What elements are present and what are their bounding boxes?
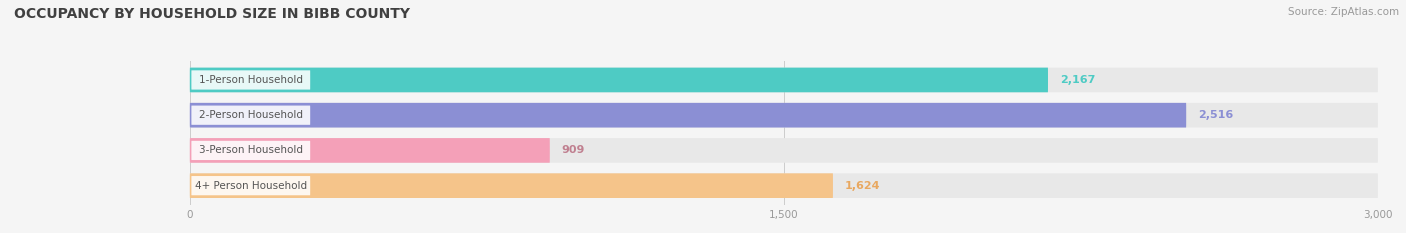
FancyBboxPatch shape (190, 173, 832, 198)
Text: Source: ZipAtlas.com: Source: ZipAtlas.com (1288, 7, 1399, 17)
FancyBboxPatch shape (190, 103, 1187, 127)
Text: 2,516: 2,516 (1198, 110, 1233, 120)
Text: OCCUPANCY BY HOUSEHOLD SIZE IN BIBB COUNTY: OCCUPANCY BY HOUSEHOLD SIZE IN BIBB COUN… (14, 7, 411, 21)
Text: 2-Person Household: 2-Person Household (198, 110, 302, 120)
Text: 3-Person Household: 3-Person Household (198, 145, 302, 155)
Text: 909: 909 (561, 145, 585, 155)
Text: 4+ Person Household: 4+ Person Household (195, 181, 307, 191)
Text: 1-Person Household: 1-Person Household (198, 75, 302, 85)
FancyBboxPatch shape (191, 176, 311, 195)
FancyBboxPatch shape (190, 138, 1378, 163)
FancyBboxPatch shape (191, 106, 311, 125)
Text: 1,624: 1,624 (845, 181, 880, 191)
FancyBboxPatch shape (191, 70, 311, 89)
FancyBboxPatch shape (191, 141, 311, 160)
FancyBboxPatch shape (190, 173, 1378, 198)
FancyBboxPatch shape (190, 68, 1378, 92)
FancyBboxPatch shape (190, 68, 1047, 92)
Text: 2,167: 2,167 (1060, 75, 1095, 85)
FancyBboxPatch shape (190, 103, 1378, 127)
FancyBboxPatch shape (190, 138, 550, 163)
